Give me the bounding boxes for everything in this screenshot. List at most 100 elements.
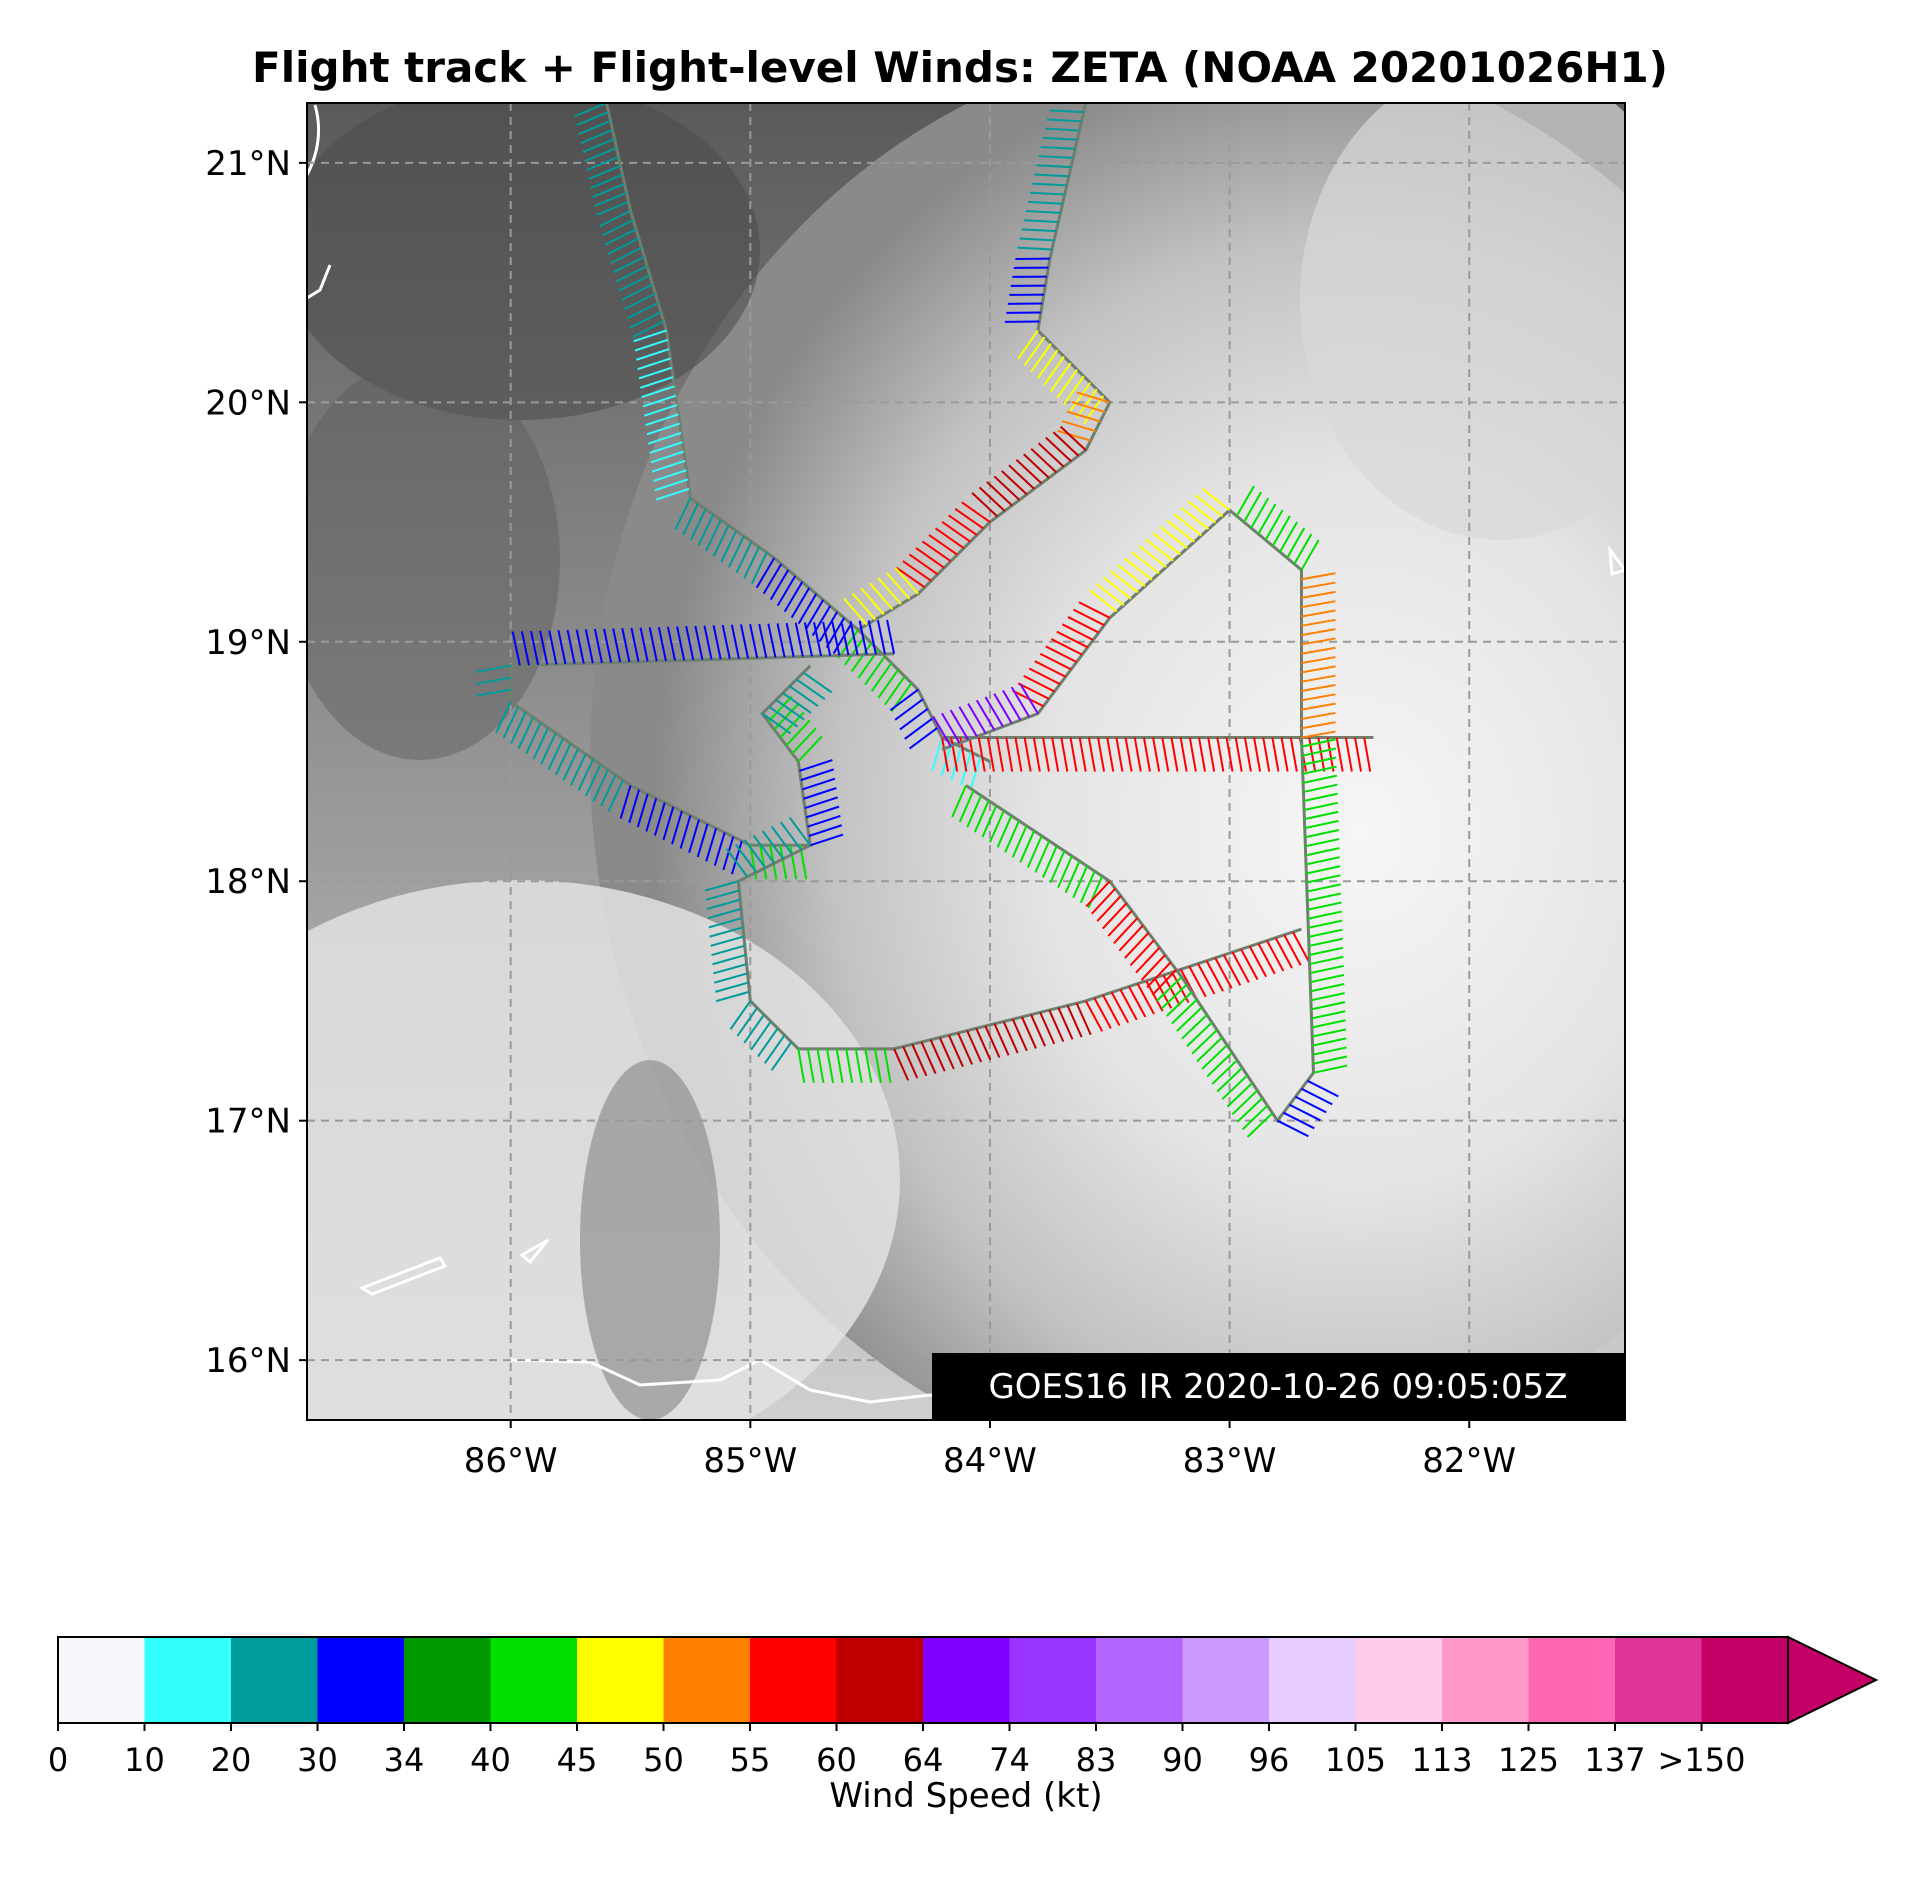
wind-barb (1279, 521, 1298, 553)
wind-barb (1191, 1029, 1218, 1055)
wind-barb (801, 777, 836, 791)
wind-barb (1059, 425, 1087, 451)
wind-barb (809, 833, 844, 847)
wind-barb (1097, 737, 1106, 772)
wind-barb (958, 790, 975, 823)
wind-barb (1102, 994, 1121, 1027)
wind-barb (1038, 155, 1074, 159)
colorbar-bin (577, 1637, 664, 1723)
wind-barb (904, 717, 934, 740)
wind-barb (576, 111, 609, 127)
wind-barb (886, 572, 911, 600)
wind-barb (977, 737, 986, 772)
wind-barb (986, 737, 995, 772)
wind-barb (1234, 737, 1243, 772)
wind-barb (797, 1048, 806, 1084)
wind-barb (957, 1032, 973, 1065)
wind-barb (1017, 329, 1039, 360)
colorbar-bin (144, 1637, 231, 1723)
wind-barb (628, 789, 641, 824)
wind-barb (476, 688, 511, 697)
wind-barb (714, 981, 749, 993)
wind-barb-group (932, 683, 1039, 747)
wind-barb (932, 716, 952, 747)
wind-barb (941, 737, 950, 772)
wind-barb (557, 630, 567, 665)
colorbar-tick-label: 83 (1076, 1741, 1117, 1779)
wind-barb (788, 816, 812, 846)
wind-barb (776, 623, 786, 658)
wind-barb (1170, 737, 1179, 772)
wind-barb (634, 338, 669, 352)
wind-barb (619, 785, 632, 819)
wind-barb (1067, 616, 1100, 634)
wind-barb (1216, 1067, 1243, 1093)
wind-barb (818, 611, 839, 643)
wind-barb (1302, 756, 1337, 766)
wind-barb (1042, 737, 1050, 772)
colorbar-tick-label: >150 (1658, 1741, 1746, 1779)
wind-barb (1057, 429, 1091, 442)
wind-barb (1173, 513, 1203, 537)
lon-tick-label: 86°W (464, 1441, 558, 1481)
wind-barb-group (951, 785, 1104, 909)
wind-barb (822, 621, 832, 656)
wind-barb (580, 129, 613, 145)
wind-barb (1309, 964, 1344, 975)
wind-barb (1030, 191, 1065, 196)
colorbar-label: Wind Speed (kt) (829, 1776, 1102, 1816)
wind-barb (711, 944, 746, 957)
wind-barb (600, 774, 617, 807)
wind-barb (837, 629, 859, 659)
wind-barb (1096, 583, 1125, 606)
wind-barb (929, 1039, 946, 1072)
wind-barb (1301, 600, 1336, 609)
wind-barb (706, 898, 741, 910)
colorbar-tick-label: 125 (1498, 1741, 1559, 1779)
wind-barb (674, 497, 692, 530)
colorbar-tick-label: 0 (48, 1741, 68, 1779)
wind-barb (886, 619, 896, 654)
colorbar-extend-arrow (1787, 1635, 1879, 1725)
track-line (857, 103, 1112, 632)
wind-barb (1061, 623, 1094, 641)
wind-barb (1087, 737, 1096, 772)
wind-barb (1310, 992, 1345, 1002)
wind-barb (1301, 665, 1336, 674)
dry-region (307, 103, 760, 420)
wind-barb (1293, 533, 1313, 565)
wind-barb (1032, 182, 1067, 187)
wind-barb (1085, 880, 1111, 908)
wind-barb (530, 630, 540, 666)
wind-barb (1071, 401, 1106, 413)
wind-barb (1042, 845, 1058, 878)
wind-barb (776, 575, 797, 607)
wind-barb (1301, 572, 1336, 581)
wind-barb (1306, 883, 1341, 893)
wind-barb (894, 698, 924, 721)
wind-barb (894, 567, 919, 595)
satellite-map[interactable] (140, 40, 1870, 1480)
wind-barb (710, 935, 745, 947)
wind-barb (1019, 683, 1039, 715)
wind-barb (1301, 721, 1336, 730)
wind-barb (1089, 589, 1118, 613)
wind-barb (1280, 737, 1289, 772)
wind-barb (594, 191, 627, 207)
wind-barb (1023, 336, 1046, 366)
wind-barb (651, 459, 686, 473)
wind-barb (657, 626, 667, 662)
wind-barb (1015, 459, 1043, 485)
wind-barb (1301, 609, 1336, 618)
wind-barb (540, 732, 557, 765)
wind-barb (1187, 500, 1217, 524)
wind-barb (1303, 792, 1338, 802)
colorbar-tick-label: 60 (816, 1741, 857, 1779)
wind-barb (789, 845, 798, 880)
wind-barb (517, 716, 535, 750)
wind-barb (653, 802, 666, 836)
wind-barb (967, 702, 987, 734)
wind-barb (1023, 453, 1050, 479)
wind-barb (743, 546, 760, 579)
wind-barb (1128, 986, 1147, 1018)
